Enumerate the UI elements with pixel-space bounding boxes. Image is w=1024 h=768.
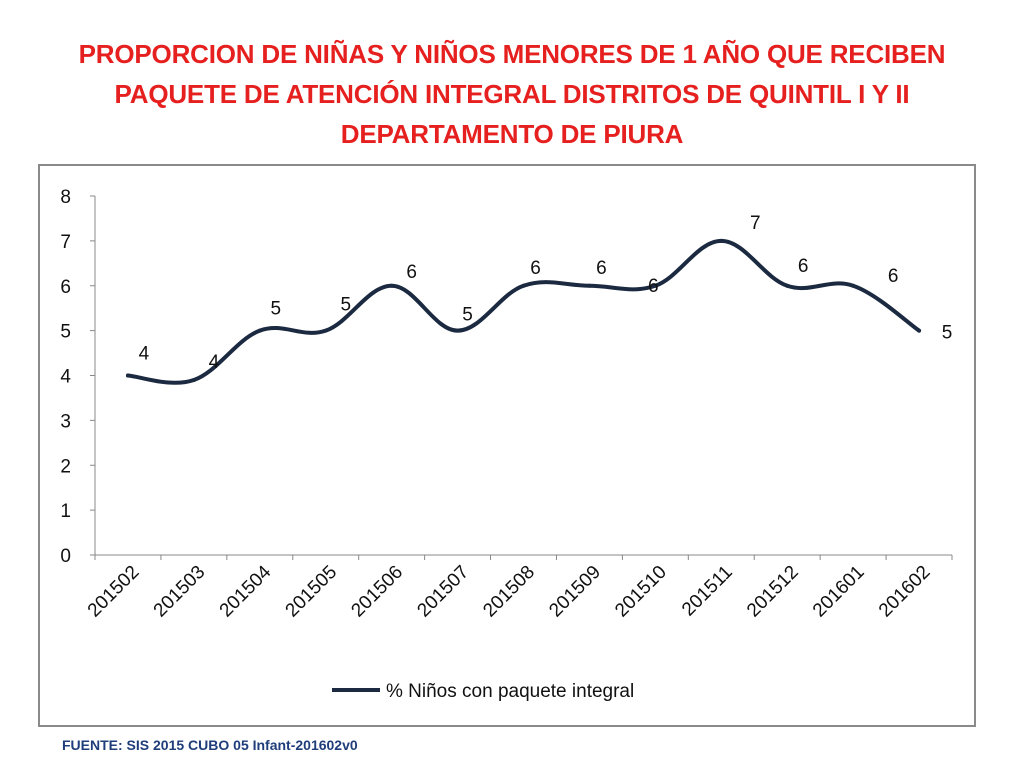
- x-tick-label: 201602: [875, 562, 935, 622]
- data-label: 5: [942, 323, 953, 344]
- y-tick-label: 7: [60, 232, 71, 253]
- x-tick-label: 201505: [282, 562, 342, 622]
- data-point: [125, 373, 130, 378]
- y-tick-label: 3: [60, 411, 71, 432]
- data-point: [323, 328, 328, 333]
- data-label: 4: [139, 344, 150, 365]
- data-label: 6: [648, 276, 659, 297]
- data-label: 5: [271, 299, 282, 320]
- x-tick-label: 201502: [84, 562, 144, 622]
- data-labels: 4 4 5 5 6 5 6 6 6 7 6 6 5: [139, 213, 953, 373]
- source-note: FUENTE: SIS 2015 CUBO 05 Infant-201602v0: [62, 737, 358, 753]
- y-tick-label: 1: [60, 501, 71, 522]
- data-point: [917, 328, 922, 333]
- slide-title: PROPORCION DE NIÑAS Y NIÑOS MENORES DE 1…: [78, 39, 946, 149]
- chart-frame: 0 1 2 3 4 5 6 7 8 201502 201503 201504 201505 201506…: [38, 164, 976, 727]
- x-tick-label: 201504: [216, 561, 276, 621]
- data-label: 5: [462, 305, 473, 326]
- data-label: 6: [406, 262, 417, 283]
- x-tick-label: 201508: [479, 562, 539, 622]
- y-axis: 0 1 2 3 4 5 6 7 8: [60, 187, 96, 567]
- y-tick-label: 2: [60, 456, 71, 477]
- line-chart: 0 1 2 3 4 5 6 7 8 201502 201503 201504 201505 201506…: [60, 187, 953, 702]
- x-tick-label: 201512: [743, 562, 803, 622]
- y-tick-label: 6: [60, 277, 71, 298]
- data-label: 5: [340, 295, 351, 316]
- data-point: [257, 328, 262, 333]
- x-tick-label: 201503: [150, 562, 210, 622]
- data-label: 6: [596, 258, 607, 279]
- x-axis: 201502 201503 201504 201505 201506 201507 2015…: [84, 554, 953, 622]
- x-tick-label: 201510: [611, 562, 671, 622]
- data-point: [653, 283, 658, 288]
- data-point: [191, 377, 196, 382]
- data-label: 4: [209, 352, 220, 373]
- data-label: 6: [888, 266, 899, 287]
- x-tick-label: 201509: [545, 562, 605, 622]
- legend-label: % Niños con paquete integral: [386, 681, 634, 702]
- x-tick-label: 201507: [413, 562, 473, 622]
- data-point: [587, 283, 592, 288]
- x-tick-label: 201506: [348, 562, 408, 622]
- y-tick-label: 8: [60, 187, 71, 208]
- data-point: [851, 283, 856, 288]
- data-label: 7: [750, 213, 761, 234]
- x-tick-label: 201511: [678, 562, 737, 621]
- legend: % Niños con paquete integral: [332, 681, 634, 702]
- y-tick-label: 4: [60, 367, 71, 388]
- data-point: [719, 238, 724, 243]
- series-line-group: [125, 238, 922, 385]
- data-label: 6: [798, 256, 809, 277]
- data-point: [785, 283, 790, 288]
- y-tick-label: 0: [60, 546, 71, 567]
- data-point: [455, 328, 460, 333]
- x-tick-label: 201601: [809, 562, 869, 622]
- data-label: 6: [530, 258, 541, 279]
- y-tick-label: 5: [60, 322, 71, 343]
- data-point: [389, 283, 394, 288]
- data-point: [521, 283, 526, 288]
